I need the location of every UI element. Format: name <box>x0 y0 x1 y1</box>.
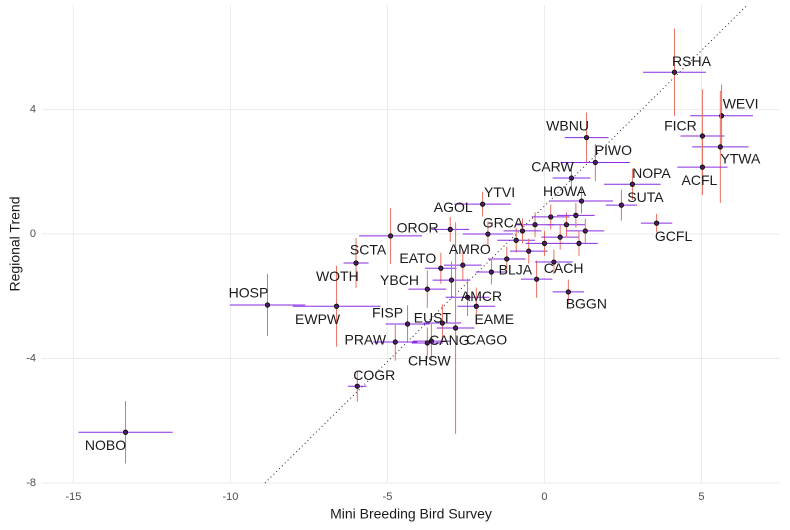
point <box>699 164 706 170</box>
point-label: PRAW <box>345 332 387 348</box>
point <box>448 277 455 283</box>
point <box>354 383 360 389</box>
point-label: HOWA <box>543 183 587 199</box>
point-label: WEVI <box>723 95 759 111</box>
point-label: YTWA <box>720 151 761 167</box>
point-label: GCFL <box>655 228 693 244</box>
point <box>573 212 579 218</box>
point <box>563 222 570 228</box>
point-label: AMRO <box>449 241 491 257</box>
point <box>532 222 538 228</box>
point <box>404 321 411 327</box>
point <box>464 294 471 300</box>
point <box>526 248 532 254</box>
point <box>473 303 479 309</box>
point-label: ACFL <box>682 172 718 188</box>
point-label: CARW <box>531 159 574 175</box>
grid: -15 -10 -5 0 5 -8 -4 0 4 <box>26 5 780 503</box>
point-label: CACH <box>544 260 584 276</box>
point-label: SCTA <box>350 242 387 258</box>
point-label: EUST <box>414 310 452 326</box>
point <box>452 325 459 331</box>
point <box>424 340 430 346</box>
point-label: EATO <box>399 250 436 266</box>
point <box>653 220 660 226</box>
point-label: OROR <box>397 220 439 236</box>
point <box>717 144 723 150</box>
point <box>519 228 526 234</box>
x-tick-label: 0 <box>541 491 547 503</box>
point <box>460 262 466 268</box>
point <box>699 133 706 139</box>
point <box>392 339 398 345</box>
point-label: COGR <box>353 367 395 383</box>
x-tick-label: -10 <box>222 491 238 503</box>
point <box>576 240 582 246</box>
point-label: FICR <box>664 118 697 134</box>
y-tick-label: -8 <box>26 477 36 489</box>
point <box>629 181 636 187</box>
point <box>439 320 446 326</box>
point-label: GRCA <box>483 215 524 231</box>
point <box>582 228 588 234</box>
point <box>557 234 563 240</box>
y-tick-label: 4 <box>30 103 36 115</box>
point-label: BLJA <box>499 262 533 278</box>
reference-line <box>264 4 748 484</box>
point <box>548 214 554 220</box>
point <box>504 256 510 262</box>
point <box>551 259 557 265</box>
point-label: EAME <box>474 311 514 327</box>
point-label: NOPA <box>632 165 671 181</box>
point-label: HOSP <box>229 285 269 301</box>
point-label: AMCR <box>461 288 502 304</box>
point-label: YBCH <box>380 272 419 288</box>
point <box>534 276 540 282</box>
y-axis-title: Regional Trend <box>7 197 23 292</box>
point <box>264 302 271 308</box>
point-label: EWPW <box>295 311 341 327</box>
point <box>424 286 430 292</box>
point <box>568 175 575 181</box>
point-label: WBNU <box>546 117 589 133</box>
point <box>488 269 494 275</box>
point-label: CHSW <box>408 353 452 369</box>
point-label: SUTA <box>627 189 664 205</box>
point-label: YTVI <box>484 184 515 200</box>
point <box>480 201 486 207</box>
point-label: RSHA <box>672 53 712 69</box>
point <box>541 240 548 246</box>
point-label: FISP <box>372 305 403 321</box>
point <box>618 202 625 208</box>
point <box>578 198 585 204</box>
x-tick-label: -5 <box>383 491 393 503</box>
y-tick-label: 0 <box>30 228 36 240</box>
point-label: CANG <box>429 332 469 348</box>
point <box>565 289 571 295</box>
point-label: PIWO <box>595 142 632 158</box>
point <box>671 69 678 75</box>
x-tick-label: 5 <box>698 491 704 503</box>
point <box>438 265 444 271</box>
point-label: AGOL <box>434 199 473 215</box>
point <box>122 429 129 435</box>
point <box>513 237 519 243</box>
point-label: CAGO <box>466 332 507 348</box>
y-tick-label: -4 <box>26 352 36 364</box>
x-axis-title: Mini Breeding Bird Survey <box>330 506 492 522</box>
point <box>583 134 590 141</box>
point-label: WOTH <box>316 268 359 284</box>
point <box>592 159 598 166</box>
x-tick-label: -15 <box>65 491 81 503</box>
point <box>447 226 453 232</box>
point <box>387 233 394 239</box>
point-label: BGGN <box>566 296 607 312</box>
point <box>333 303 340 309</box>
point <box>353 260 359 266</box>
point <box>485 231 491 237</box>
point-label: NOBO <box>85 437 126 453</box>
